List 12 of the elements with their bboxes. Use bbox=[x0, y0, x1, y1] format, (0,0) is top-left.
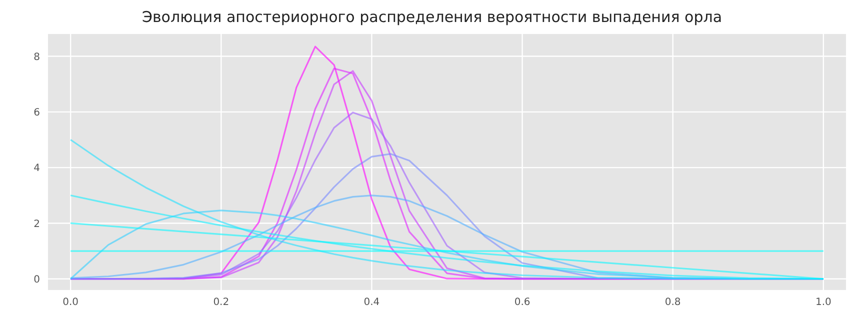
y-tick-label: 8 bbox=[34, 52, 40, 63]
x-tick-label: 0.0 bbox=[62, 297, 79, 308]
x-tick-label: 0.2 bbox=[213, 297, 230, 308]
x-tick-label: 1.0 bbox=[815, 297, 832, 308]
x-tick-label: 0.8 bbox=[664, 297, 681, 308]
y-tick-label: 4 bbox=[34, 163, 40, 174]
x-tick-label: 0.4 bbox=[364, 297, 380, 308]
y-tick-label: 6 bbox=[34, 107, 40, 118]
chart-title: Эволюция апостериорного распределения вероятности выпадения орла bbox=[140, 8, 724, 28]
x-tick-label: 0.6 bbox=[514, 297, 530, 308]
y-tick-label: 2 bbox=[34, 218, 40, 230]
y-tick-label: 0 bbox=[34, 274, 40, 286]
